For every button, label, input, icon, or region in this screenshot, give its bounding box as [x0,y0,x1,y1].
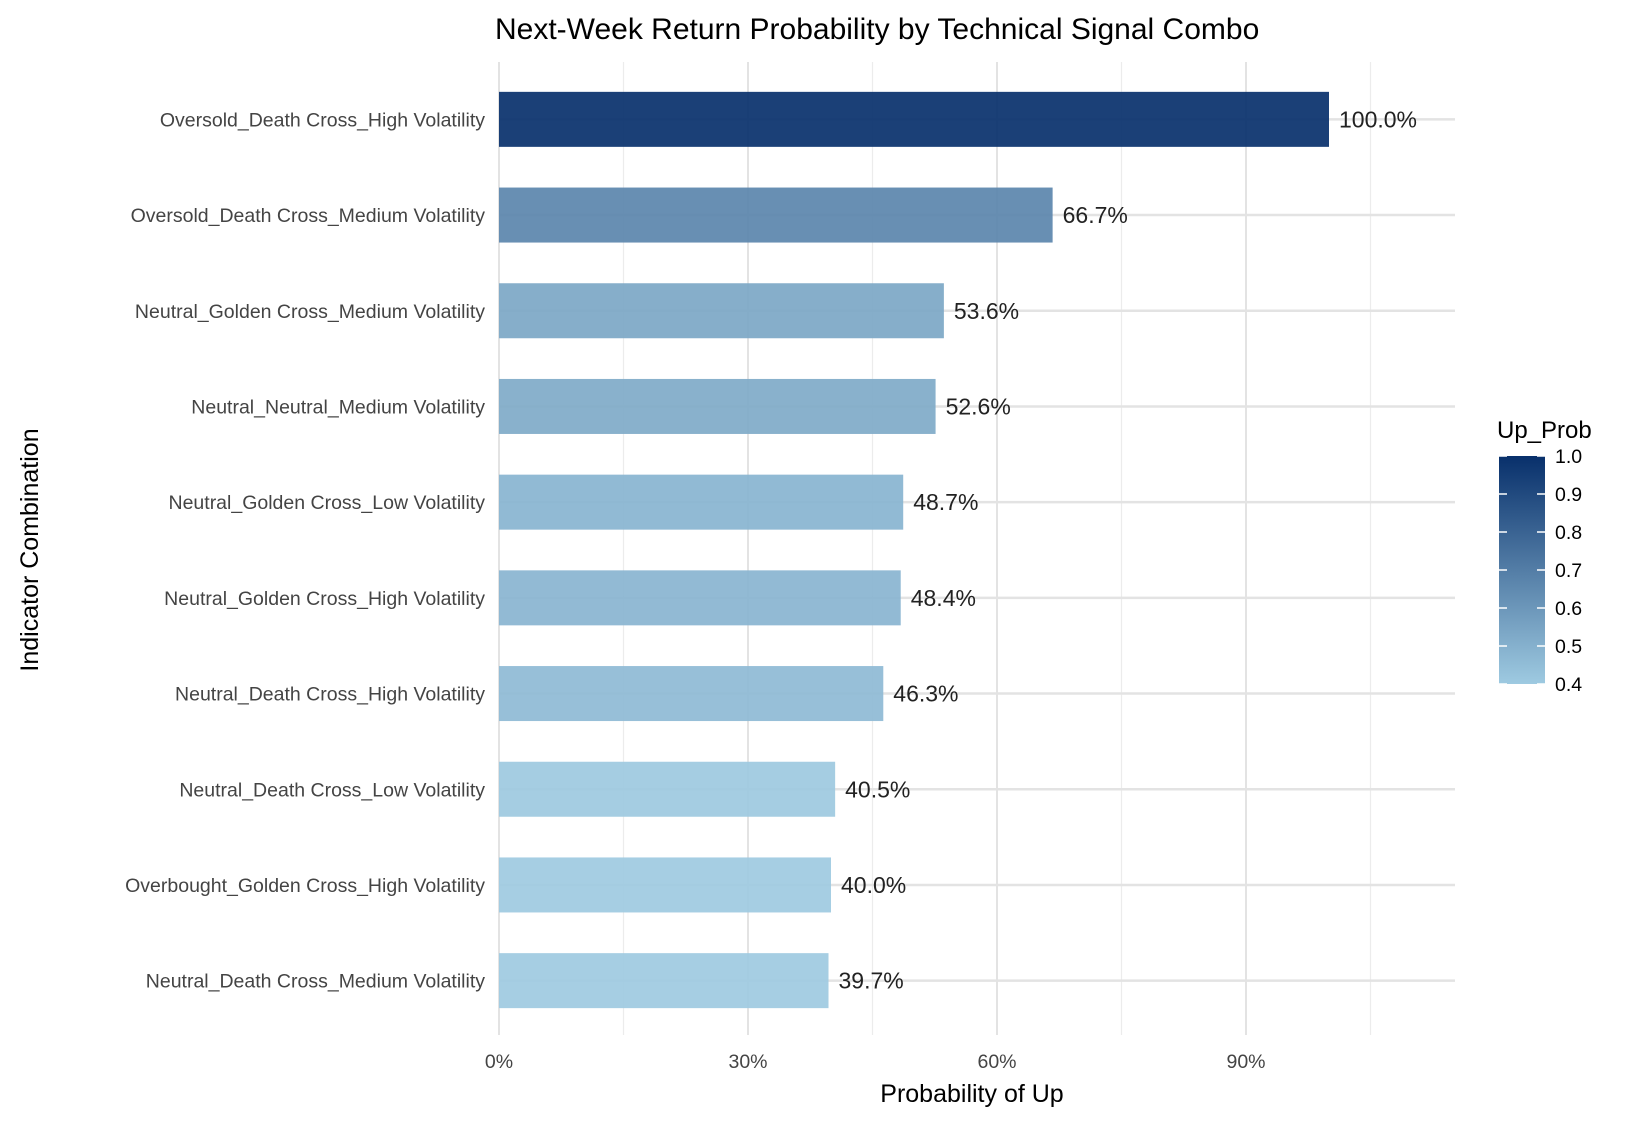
bar-value-label: 40.0% [841,872,906,898]
bar [499,761,836,817]
chart-title: Next-Week Return Probability by Technica… [495,13,1259,46]
labels-layer: 100.0% 66.7% 53.6% 52.6% 48.7% 48.4% 46.3% 40.5… [839,106,1418,993]
x-axis-title: Probability of Up [880,1080,1063,1108]
y-tick-label: Neutral_Golden Cross_Medium Volatility [135,301,485,323]
bar [499,474,904,530]
axes-layer: Oversold_Death Cross_High Volatility Over… [125,109,1265,1073]
legend: Up_Prob 1.0 0.9 0.8 0.7 0.6 0.5 0.4 [1497,417,1592,696]
x-tick-label: 90% [1226,1051,1265,1073]
bar-value-label: 46.3% [893,681,958,707]
bar [499,666,884,722]
legend-tick-label: 0.4 [1555,674,1582,696]
y-tick-label: Neutral_Death Cross_High Volatility [175,684,485,706]
legend-tick-label: 0.6 [1555,598,1582,620]
y-tick-label: Oversold_Death Cross_Medium Volatility [131,205,486,227]
y-tick-label: Neutral_Death Cross_Low Volatility [179,779,485,801]
bar-value-label: 52.6% [946,393,1011,419]
bar-value-label: 48.7% [913,489,978,515]
x-tick-label: 30% [728,1051,767,1073]
y-tick-label: Neutral_Death Cross_Medium Volatility [146,971,485,993]
y-axis-title: Indicator Combination [16,428,44,671]
bar [499,857,831,913]
bar [499,953,829,1009]
legend-tick-label: 0.5 [1555,636,1582,658]
bar-value-label: 39.7% [839,968,904,994]
y-tick-label: Overbought_Golden Cross_High Volatility [125,875,485,897]
bar-value-label: 66.7% [1063,202,1128,228]
bar-value-label: 48.4% [911,585,976,611]
y-tick-label: Neutral_Neutral_Medium Volatility [191,396,485,418]
bar-value-label: 40.5% [845,776,910,802]
bar-value-label: 53.6% [954,298,1019,324]
legend-tick-label: 0.9 [1555,484,1582,506]
bar-value-label: 100.0% [1339,106,1417,132]
legend-tick-label: 0.8 [1555,522,1582,544]
legend-tick-label: 1.0 [1555,446,1582,468]
bar [499,283,944,339]
y-tick-label: Oversold_Death Cross_High Volatility [160,109,485,131]
legend-title: Up_Prob [1497,417,1592,444]
legend-tick-label: 0.7 [1555,560,1582,582]
bar [499,187,1053,243]
bars-layer [499,91,1329,1009]
bar [499,378,936,434]
y-tick-label: Neutral_Golden Cross_Low Volatility [169,492,486,514]
x-tick-label: 0% [485,1051,513,1073]
y-tick-label: Neutral_Golden Cross_High Volatility [164,588,485,610]
bar [499,91,1329,147]
bar [499,570,901,626]
x-tick-label: 60% [977,1051,1016,1073]
